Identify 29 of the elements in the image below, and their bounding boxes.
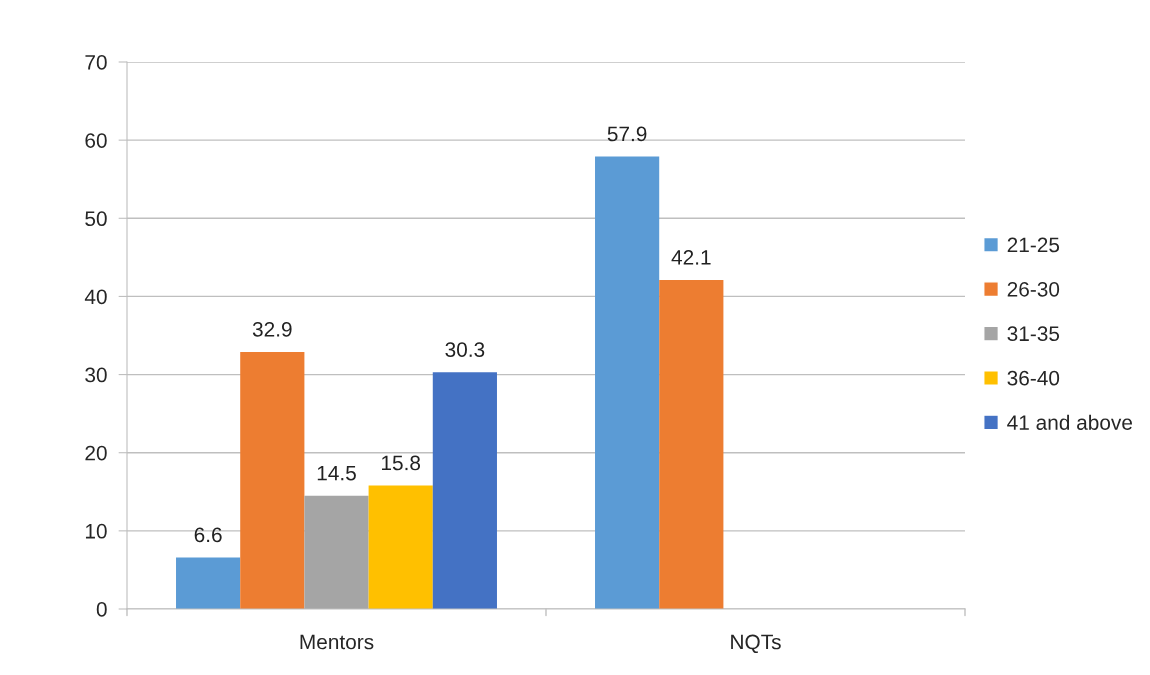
data-label: 30.3 xyxy=(445,342,485,357)
data-label: 15.8 xyxy=(382,455,421,471)
y-tick-label: 40 xyxy=(84,289,107,305)
x-tick-label: Mentors xyxy=(300,634,374,650)
data-label: 6.6 xyxy=(194,527,222,543)
y-tick-label: 60 xyxy=(85,133,107,148)
bar xyxy=(368,485,433,609)
y-tick-label: 10 xyxy=(85,523,107,539)
y-tick-label: 30 xyxy=(85,367,107,383)
legend-label: 21-25 xyxy=(1007,237,1060,253)
bar xyxy=(304,495,369,609)
bar xyxy=(176,557,241,609)
legend-label: 36-40 xyxy=(1007,370,1060,386)
y-tick-label: 70 xyxy=(85,55,107,70)
y-tick-label: 0 xyxy=(96,602,107,617)
legend-label: 41 and above xyxy=(1007,414,1133,430)
bar xyxy=(432,372,497,609)
data-label: 57.9 xyxy=(607,126,647,142)
bar xyxy=(240,351,305,609)
legend-label: 26-30 xyxy=(1007,281,1060,297)
data-label: 14.5 xyxy=(317,465,356,481)
bar xyxy=(659,280,724,609)
y-tick-label: 20 xyxy=(85,445,107,461)
bar xyxy=(595,156,660,609)
legend-label: 31-35 xyxy=(1007,326,1060,342)
x-tick-label: NQTs xyxy=(731,634,781,654)
data-label: 42.1 xyxy=(671,250,711,265)
data-label: 32.9 xyxy=(252,321,292,337)
y-tick-label: 50 xyxy=(85,211,107,227)
